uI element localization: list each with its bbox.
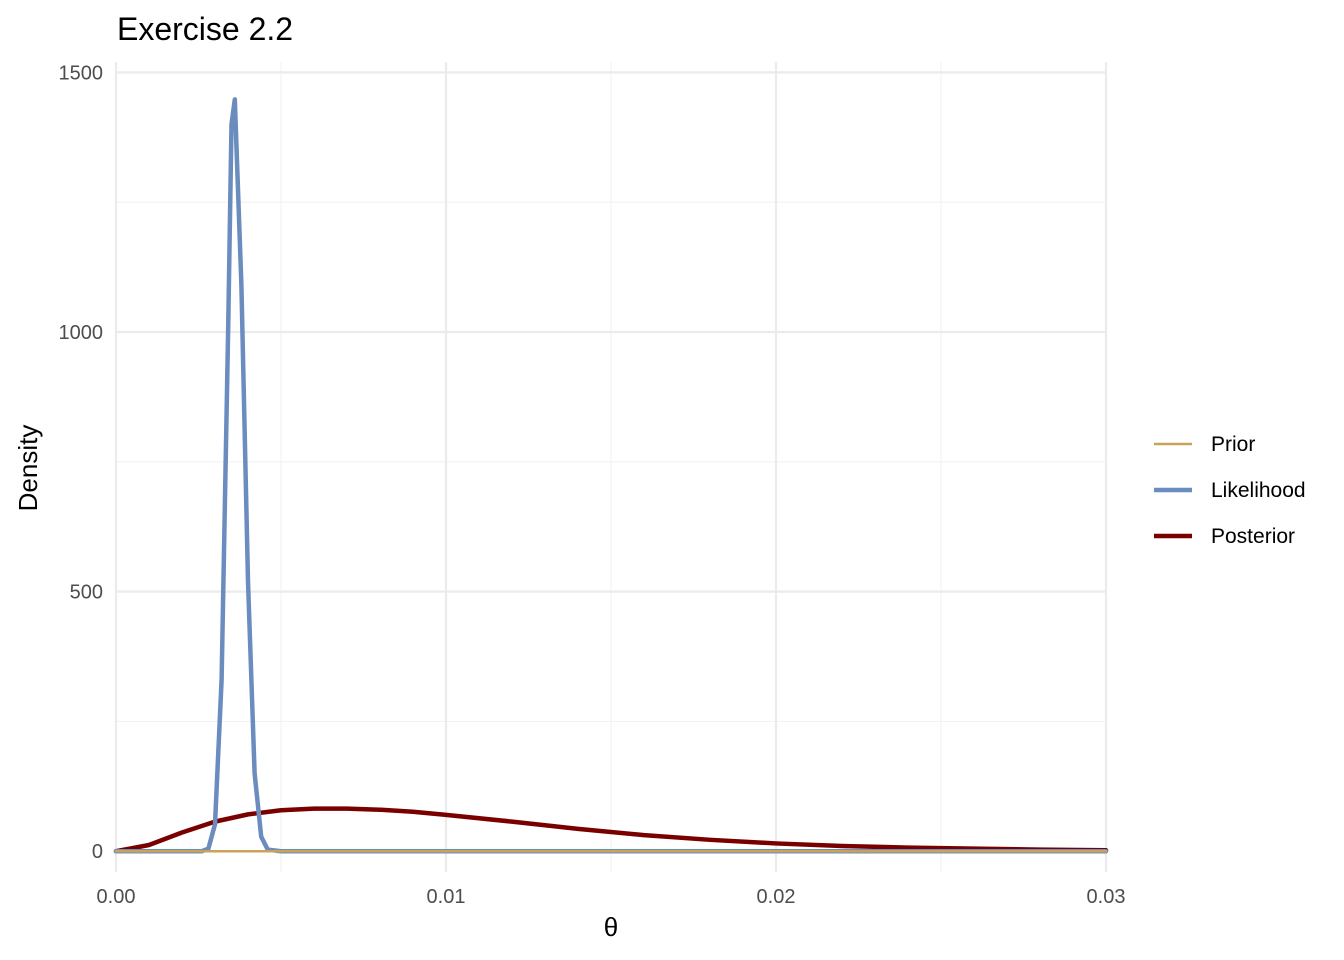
x-tick-label: 0.00 <box>97 886 136 908</box>
x-axis-title: θ <box>604 912 618 942</box>
grid <box>114 62 1108 872</box>
y-tick-label: 1000 <box>59 322 104 344</box>
x-tick-label: 0.03 <box>1087 886 1126 908</box>
legend: Prior Likelihood Posterior <box>1154 433 1306 548</box>
x-tick-label: 0.02 <box>757 886 796 908</box>
x-tick-label: 0.01 <box>427 886 466 908</box>
series-lines <box>113 97 1109 854</box>
legend-label-prior: Prior <box>1211 433 1255 456</box>
y-tick-label: 500 <box>70 582 103 604</box>
legend-label-likelihood: Likelihood <box>1211 479 1306 502</box>
legend-label-posterior: Posterior <box>1211 525 1295 548</box>
series-line-posterior <box>113 806 1109 854</box>
x-axis-ticks: 0.00 0.01 0.02 0.03 <box>97 886 1126 908</box>
chart-title: Exercise 2.2 <box>117 11 293 47</box>
y-axis-ticks: 0 500 1000 1500 <box>59 62 104 863</box>
y-axis-title: Density <box>13 425 43 512</box>
y-tick-label: 1500 <box>59 62 104 84</box>
y-tick-label: 0 <box>92 841 103 863</box>
